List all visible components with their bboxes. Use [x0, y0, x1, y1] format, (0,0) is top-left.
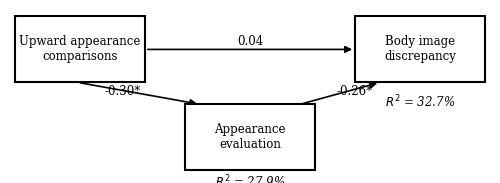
- Text: Upward appearance
comparisons: Upward appearance comparisons: [20, 35, 140, 64]
- FancyBboxPatch shape: [185, 104, 315, 170]
- Text: $R^2$ = 27.9%: $R^2$ = 27.9%: [215, 174, 285, 183]
- Text: Appearance
evaluation: Appearance evaluation: [214, 123, 286, 151]
- Text: $R^2$ = 32.7%: $R^2$ = 32.7%: [385, 93, 455, 110]
- Text: Body image
discrepancy: Body image discrepancy: [384, 35, 456, 64]
- Text: 0.04: 0.04: [237, 35, 263, 48]
- FancyBboxPatch shape: [15, 16, 145, 82]
- Text: -0.30*: -0.30*: [104, 85, 141, 98]
- FancyBboxPatch shape: [355, 16, 485, 82]
- Text: -0.26*: -0.26*: [337, 85, 373, 98]
